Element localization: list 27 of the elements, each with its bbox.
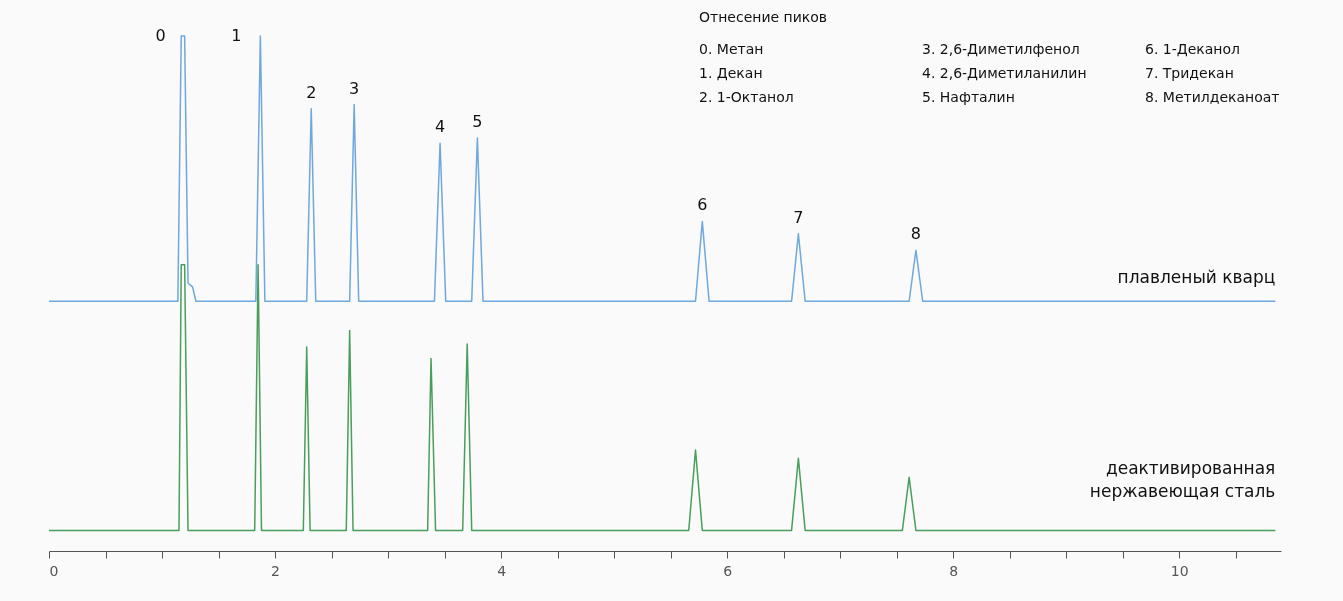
series-label: деактивированная нержавеющая сталь xyxy=(1089,458,1276,502)
annotation: 8. Метилдеканоат xyxy=(1145,89,1280,105)
annotation: 7 xyxy=(793,207,804,227)
annotation: 2. 1-Октанол xyxy=(699,89,794,105)
annotation: 4. 2,6-Диметиланилин xyxy=(922,65,1087,81)
annotation: 5 xyxy=(472,112,483,132)
annotation: 4 xyxy=(434,117,446,137)
annotation: 6 xyxy=(697,195,708,215)
annotation: 7. Тридекан xyxy=(1145,65,1234,81)
annotation: 1 xyxy=(231,26,242,46)
annotation: 3 xyxy=(349,78,360,98)
text: Отнесение пиков xyxy=(699,9,828,25)
x-tick-label: 10 xyxy=(1170,562,1189,579)
x-tick-label: 6 xyxy=(723,562,733,579)
annotation: 8 xyxy=(910,224,922,244)
annotation: 3. 2,6-Диметилфенол xyxy=(922,41,1080,57)
x-tick-label: 4 xyxy=(497,562,507,579)
annotation: 6. 1-Деканол xyxy=(1145,41,1241,57)
annotation: 0. Метан xyxy=(699,41,764,57)
x-tick-label: 0 xyxy=(49,562,59,579)
x-tick-label: 2 xyxy=(271,562,281,579)
annotation: 0 xyxy=(155,26,166,46)
x-tick-label: 8 xyxy=(949,562,959,579)
annotation: 2 xyxy=(306,82,317,102)
series-label: плавленый кварц xyxy=(1117,267,1276,288)
annotation: 5. Нафталин xyxy=(922,89,1015,105)
annotation: 1. Декан xyxy=(699,65,763,81)
